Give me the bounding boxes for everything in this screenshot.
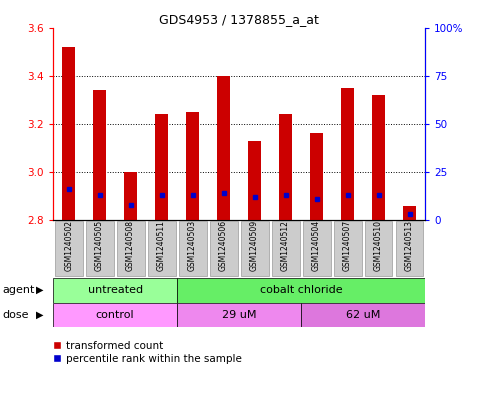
- Text: untreated: untreated: [87, 285, 142, 295]
- Text: agent: agent: [2, 285, 35, 295]
- Text: GSM1240506: GSM1240506: [219, 220, 228, 271]
- Bar: [93, 90, 106, 220]
- Bar: [62, 47, 75, 220]
- Text: 29 uM: 29 uM: [222, 310, 256, 320]
- Text: dose: dose: [2, 310, 29, 320]
- Text: GSM1240511: GSM1240511: [157, 220, 166, 271]
- Title: GDS4953 / 1378855_a_at: GDS4953 / 1378855_a_at: [159, 13, 319, 26]
- Text: GSM1240504: GSM1240504: [312, 220, 321, 271]
- Text: GSM1240508: GSM1240508: [126, 220, 135, 271]
- Text: GSM1240509: GSM1240509: [250, 220, 259, 271]
- Bar: [53, 278, 177, 303]
- FancyBboxPatch shape: [334, 220, 361, 277]
- Bar: [279, 114, 292, 220]
- Bar: [125, 172, 137, 220]
- Legend: transformed count, percentile rank within the sample: transformed count, percentile rank withi…: [49, 336, 246, 368]
- FancyBboxPatch shape: [241, 220, 269, 277]
- Bar: [186, 112, 199, 220]
- Text: GSM1240507: GSM1240507: [343, 220, 352, 271]
- FancyBboxPatch shape: [396, 220, 424, 277]
- Text: 62 uM: 62 uM: [346, 310, 380, 320]
- FancyBboxPatch shape: [210, 220, 238, 277]
- FancyBboxPatch shape: [85, 220, 114, 277]
- FancyBboxPatch shape: [117, 220, 144, 277]
- Bar: [53, 303, 177, 327]
- Text: GSM1240502: GSM1240502: [64, 220, 73, 271]
- Text: GSM1240503: GSM1240503: [188, 220, 197, 271]
- Text: control: control: [96, 310, 134, 320]
- FancyBboxPatch shape: [365, 220, 393, 277]
- Bar: [177, 303, 301, 327]
- FancyBboxPatch shape: [148, 220, 175, 277]
- Text: ▶: ▶: [36, 285, 44, 295]
- Bar: [217, 75, 230, 220]
- FancyBboxPatch shape: [179, 220, 207, 277]
- Bar: [177, 278, 425, 303]
- Text: GSM1240513: GSM1240513: [405, 220, 414, 271]
- Text: GSM1240505: GSM1240505: [95, 220, 104, 271]
- Bar: [403, 206, 416, 220]
- Bar: [311, 133, 323, 220]
- Bar: [372, 95, 385, 220]
- Bar: [156, 114, 168, 220]
- Bar: [248, 141, 261, 220]
- Bar: [341, 88, 354, 220]
- Bar: [301, 303, 425, 327]
- FancyBboxPatch shape: [303, 220, 330, 277]
- Text: ▶: ▶: [36, 310, 44, 320]
- Text: GSM1240510: GSM1240510: [374, 220, 383, 271]
- FancyBboxPatch shape: [271, 220, 299, 277]
- Text: GSM1240512: GSM1240512: [281, 220, 290, 271]
- Text: cobalt chloride: cobalt chloride: [260, 285, 342, 295]
- FancyBboxPatch shape: [55, 220, 83, 277]
